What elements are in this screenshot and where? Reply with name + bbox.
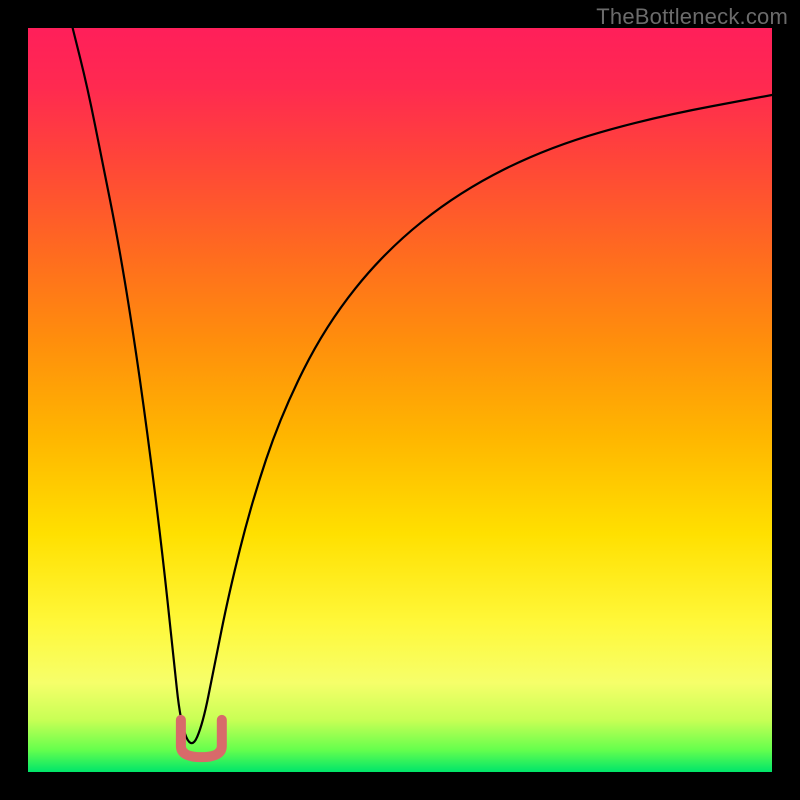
plot-svg [28,28,772,772]
outer-frame: TheBottleneck.com [0,0,800,800]
watermark-text: TheBottleneck.com [596,4,788,30]
plot-area [28,28,772,772]
gradient-background [28,28,772,772]
